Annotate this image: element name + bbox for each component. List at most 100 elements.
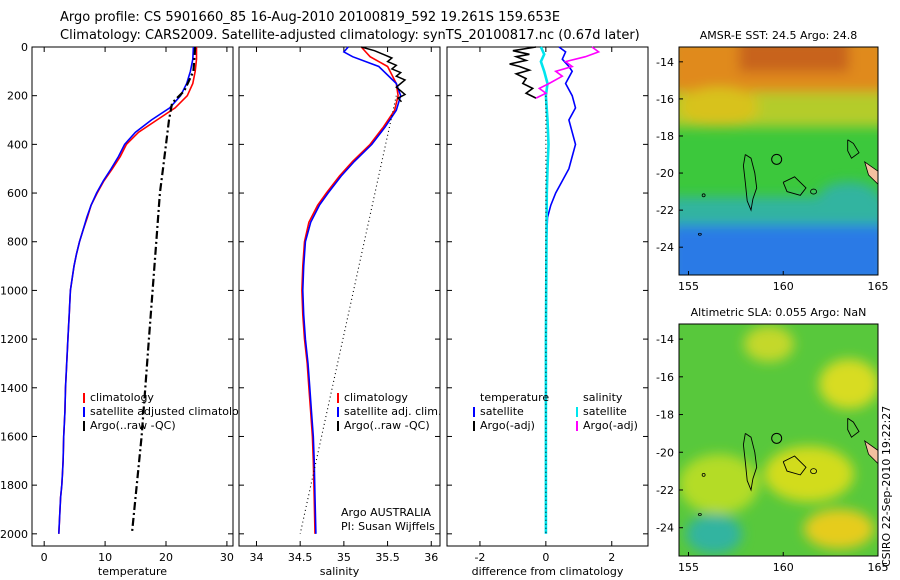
sla-map-ytick-label: -16 <box>656 371 674 384</box>
sla-yellow-blob <box>679 454 759 514</box>
temperature-xtick-label: 20 <box>159 551 173 564</box>
sst-map-xtick-label: 160 <box>773 280 794 293</box>
landmass <box>863 160 878 185</box>
sla-map-ytick-label: -24 <box>656 522 674 535</box>
depth-tick-label: 1800 <box>0 479 28 492</box>
difference-legend-title-salinity: salinity <box>583 391 623 404</box>
landmass <box>863 439 878 465</box>
coastline <box>742 154 758 212</box>
salinity-xtick-label: 34.5 <box>288 551 313 564</box>
temperature-legend-label: satellite adjusted climatology <box>90 405 253 418</box>
salinity-xtick-label: 34 <box>249 551 263 564</box>
reef-outline <box>782 455 807 476</box>
temperature-xtick-label: 30 <box>220 551 234 564</box>
sla-yellow-blob <box>764 446 854 502</box>
sla-yellow-blob <box>744 326 794 362</box>
sla-map-field <box>679 324 878 556</box>
salinity-legend-label: Argo(..raw -QC) <box>344 419 430 432</box>
sst-map-xtick-label: 155 <box>678 280 699 293</box>
islet <box>810 468 817 475</box>
salinity-annotation-line: PI: Susan Wijffels <box>341 520 435 533</box>
difference-xlabel: difference from climatology <box>472 565 624 578</box>
sst-map-ytick-label: -24 <box>656 241 674 254</box>
depth-tick-label: 2000 <box>0 528 28 541</box>
temperature-xlabel: temperature <box>98 565 167 578</box>
depth-tick-label: 1400 <box>0 382 28 395</box>
sst-map-panel: 155 160 165 -14 -16 -18 -20 -22 -24 AMSR-E SST: 2… <box>656 29 888 293</box>
depth-tick-label: 800 <box>7 236 28 249</box>
sst-map-ytick-label: -20 <box>656 167 674 180</box>
difference-legend-title-temperature: temperature <box>480 391 549 404</box>
sla-map-ytick-label: -22 <box>656 484 674 497</box>
depth-tick-label: 1600 <box>0 430 28 443</box>
sla-yellow-blob <box>804 509 874 549</box>
sla-map-ytick-label: -18 <box>656 409 674 422</box>
difference-xtick-label: 2 <box>608 551 615 564</box>
temperature-frame <box>31 46 234 547</box>
salinity-xtick-label: 35 <box>337 551 351 564</box>
salinity-panel: 34 34.5 35 35.5 36 salinity climatologysatelli… <box>238 46 441 578</box>
difference-xtick-label: -2 <box>474 551 485 564</box>
islet <box>697 232 702 236</box>
difference-legend-label: Argo(-adj) <box>480 419 535 432</box>
salinity-legend-label: satellite adj. clim. <box>344 405 441 418</box>
sla-teal-blob <box>686 514 742 554</box>
sla-map-xtick-label: 165 <box>868 561 889 574</box>
sla-map-ytick-label: -20 <box>656 446 674 459</box>
sst-map-ytick-label: -18 <box>656 130 674 143</box>
sla-map-panel: 155 160 165 -14 -16 -18 -20 -22 -24 Altimetric SL… <box>656 306 888 574</box>
islet <box>697 513 702 516</box>
islet <box>701 193 706 198</box>
temperature-series-argo-raw-qc- <box>130 46 197 534</box>
temperature-xtick-label: 0 <box>41 551 48 564</box>
footer-stamp: CSIRO 22-Sep-2010 19:22:27 <box>880 405 893 567</box>
figure-title-line-2: Climatology: CARS2009. Satellite-adjuste… <box>60 28 640 43</box>
salinity-xlabel: salinity <box>320 565 360 578</box>
depth-tick-label: 200 <box>7 90 28 103</box>
temperature-series-satellite-adjusted-climatology <box>58 46 195 534</box>
difference-series-salinity-satellite <box>539 46 550 534</box>
coastline <box>742 433 758 492</box>
sst-map-argo-marker <box>771 153 783 165</box>
sst-map-ytick-label: -16 <box>656 93 674 106</box>
salinity-legend-label: climatology <box>344 391 408 404</box>
temperature-legend-label: climatology <box>90 391 154 404</box>
difference-xtick-label: 0 <box>542 551 549 564</box>
sla-map-title: Altimetric SLA: 0.055 Argo: NaN <box>691 306 867 319</box>
salinity-series-argo-raw-qc- <box>361 46 407 103</box>
sst-map-title: AMSR-E SST: 24.5 Argo: 24.8 <box>700 29 858 42</box>
difference-legend-label: Argo(-adj) <box>583 419 638 432</box>
sst-hot-spot <box>739 47 849 72</box>
sst-cool-band <box>679 225 878 275</box>
sst-map-ytick-label: -22 <box>656 204 674 217</box>
sst-map-frame <box>678 46 879 276</box>
depth-tick-label: 400 <box>7 138 28 151</box>
salinity-series-satellite-adj-clim- <box>301 46 402 534</box>
islet <box>810 188 817 195</box>
salinity-annotation-line: Argo AUSTRALIA <box>341 506 431 519</box>
salinity-series-guide-3 <box>299 95 397 534</box>
difference-legend-label: satellite <box>583 405 627 418</box>
sst-map-xtick-label: 165 <box>868 280 889 293</box>
figure-title-line-1: Argo profile: CS 5901660_85 16-Aug-2010 … <box>60 10 561 25</box>
coastline <box>847 417 860 438</box>
difference-series-salinity-argo-adj- <box>535 46 601 99</box>
difference-legend-label: satellite <box>480 405 524 418</box>
sla-map-ytick-label: -14 <box>656 333 674 346</box>
sst-map-ytick-label: -14 <box>656 56 674 69</box>
sst-blobs <box>679 47 878 275</box>
salinity-frame <box>238 46 441 547</box>
depth-tick-label: 600 <box>7 187 28 200</box>
sla-map-frame <box>678 323 879 557</box>
sst-map-field <box>679 47 878 275</box>
reef-outline <box>782 176 807 196</box>
temperature-legend-label: Argo(..raw -QC) <box>90 419 176 432</box>
temperature-xtick-label: 10 <box>98 551 112 564</box>
coastline <box>847 139 860 159</box>
depth-tick-label: 0 <box>21 41 28 54</box>
sst-teal-blob <box>819 182 878 212</box>
depth-tick-label: 1200 <box>0 333 28 346</box>
